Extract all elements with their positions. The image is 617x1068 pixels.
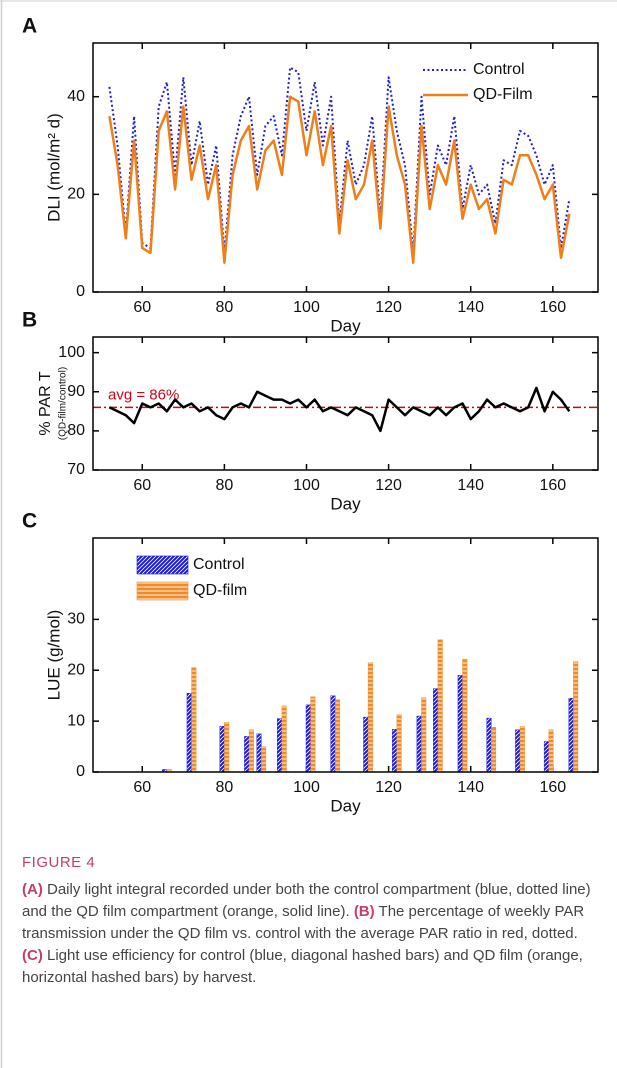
x-tick-label: 60 bbox=[133, 299, 151, 316]
bar bbox=[191, 667, 197, 773]
caption-label: FIGURE 4 bbox=[22, 854, 96, 871]
bar bbox=[437, 639, 443, 773]
y-tick-label: 10 bbox=[67, 712, 85, 729]
bar bbox=[367, 662, 373, 773]
legend-swatch bbox=[136, 555, 189, 575]
bar bbox=[244, 736, 250, 773]
caption: FIGURE 4 (A) Daily light integral record… bbox=[22, 854, 594, 989]
x-tick-label: 100 bbox=[293, 299, 320, 316]
y-tick-label: 80 bbox=[67, 422, 85, 439]
bar bbox=[396, 714, 402, 773]
x-tick-label: 100 bbox=[293, 477, 320, 494]
y-tick-label: 20 bbox=[67, 186, 85, 203]
legend-label: Control bbox=[473, 61, 525, 78]
caption-text: (A) Daily light integral recorded under … bbox=[22, 879, 594, 989]
panel-letter: B bbox=[22, 309, 37, 332]
bar bbox=[548, 729, 554, 773]
x-tick-label: 140 bbox=[457, 779, 484, 796]
y-tick-label: 0 bbox=[76, 763, 85, 780]
bar bbox=[433, 688, 439, 773]
x-axis-title: Day bbox=[330, 494, 361, 513]
legend-label: Control bbox=[193, 556, 245, 573]
y-axis-subtitle: (QD-film/control) bbox=[58, 367, 69, 440]
data-line bbox=[108, 95, 571, 264]
bar bbox=[568, 698, 574, 773]
x-tick-label: 140 bbox=[457, 477, 484, 494]
data-line bbox=[108, 386, 571, 433]
bar bbox=[457, 675, 463, 773]
y-axis-title: DLI (mol/m² d) bbox=[44, 113, 63, 222]
x-tick-label: 120 bbox=[375, 477, 402, 494]
y-tick-label: 0 bbox=[76, 283, 85, 300]
plot-frame bbox=[92, 336, 599, 471]
caption-panel-ref: (A) bbox=[22, 881, 43, 898]
legend-swatch bbox=[136, 581, 189, 601]
caption-segment: Light use efficiency for control (blue, … bbox=[22, 947, 583, 986]
bar bbox=[305, 704, 311, 773]
y-tick-label: 40 bbox=[67, 88, 85, 105]
legend-label: QD-film bbox=[193, 582, 247, 599]
y-tick-label: 100 bbox=[58, 344, 85, 361]
y-tick-label: 70 bbox=[67, 461, 85, 478]
bar bbox=[416, 715, 422, 773]
x-tick-label: 160 bbox=[539, 477, 566, 494]
bar bbox=[277, 718, 283, 773]
bar bbox=[281, 705, 287, 773]
x-tick-label: 160 bbox=[539, 779, 566, 796]
x-tick-label: 100 bbox=[293, 779, 320, 796]
bar bbox=[256, 733, 262, 773]
caption-panel-ref: (B) bbox=[353, 903, 375, 920]
x-tick-label: 140 bbox=[457, 299, 484, 316]
bar bbox=[392, 729, 398, 773]
x-tick-label: 120 bbox=[375, 779, 402, 796]
bar bbox=[219, 726, 225, 773]
plot-frame bbox=[92, 42, 599, 293]
bar bbox=[186, 692, 192, 773]
x-tick-label: 80 bbox=[215, 299, 233, 316]
y-tick-label: 90 bbox=[67, 383, 85, 400]
bar bbox=[310, 696, 316, 773]
y-axis-title: LUE (g/mol) bbox=[44, 610, 63, 701]
x-axis-title: Day bbox=[330, 316, 361, 335]
caption-segment: Daily light integral recorded under both… bbox=[22, 881, 591, 920]
reference-label: avg = 86% bbox=[108, 386, 179, 403]
bar bbox=[515, 729, 521, 773]
panel-letter: C bbox=[22, 510, 37, 533]
bar bbox=[519, 726, 525, 773]
bar bbox=[486, 717, 492, 773]
plot-frame bbox=[92, 537, 599, 773]
bar bbox=[543, 741, 549, 773]
panel-letter: A bbox=[22, 15, 37, 38]
y-tick-label: 20 bbox=[67, 661, 85, 678]
x-tick-label: 80 bbox=[215, 477, 233, 494]
x-tick-label: 80 bbox=[215, 779, 233, 796]
y-axis-title: % PAR T bbox=[37, 371, 54, 436]
bar bbox=[330, 695, 336, 773]
caption-segment: The percentage of weekly PAR transmissio… bbox=[22, 903, 585, 942]
bar bbox=[462, 658, 468, 773]
y-tick-label: 30 bbox=[67, 611, 85, 628]
x-tick-label: 60 bbox=[133, 477, 151, 494]
bar bbox=[491, 727, 497, 773]
bar bbox=[248, 729, 254, 773]
bar bbox=[421, 697, 427, 773]
bar bbox=[224, 721, 230, 773]
x-axis-title: Day bbox=[330, 796, 361, 815]
caption-panel-ref: (C) bbox=[22, 947, 43, 964]
x-tick-label: 160 bbox=[539, 299, 566, 316]
bar bbox=[261, 746, 267, 773]
legend-label: QD-Film bbox=[473, 86, 533, 103]
bar bbox=[335, 699, 341, 773]
x-tick-label: 120 bbox=[375, 299, 402, 316]
bar bbox=[363, 716, 369, 773]
bar bbox=[573, 661, 579, 773]
x-tick-label: 60 bbox=[133, 779, 151, 796]
